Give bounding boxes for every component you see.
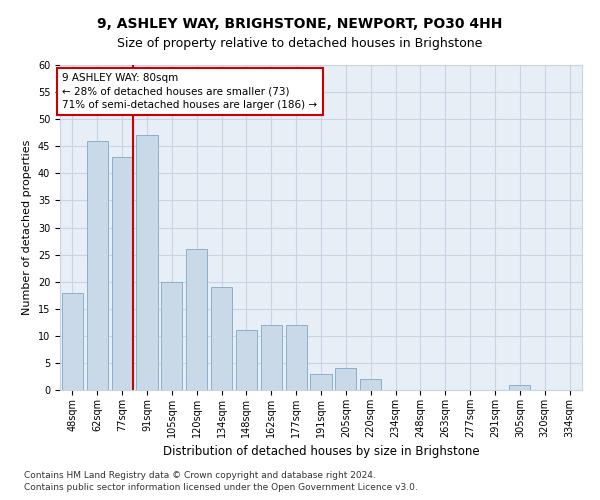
X-axis label: Distribution of detached houses by size in Brighstone: Distribution of detached houses by size … — [163, 446, 479, 458]
Bar — [286, 325, 307, 390]
Bar — [261, 325, 282, 390]
Text: Contains public sector information licensed under the Open Government Licence v3: Contains public sector information licen… — [24, 484, 418, 492]
Bar — [161, 282, 182, 390]
Text: 9 ASHLEY WAY: 80sqm
← 28% of detached houses are smaller (73)
71% of semi-detach: 9 ASHLEY WAY: 80sqm ← 28% of detached ho… — [62, 73, 317, 110]
Bar — [136, 136, 158, 390]
Bar — [112, 157, 133, 390]
Y-axis label: Number of detached properties: Number of detached properties — [22, 140, 32, 315]
Bar — [310, 374, 332, 390]
Bar — [236, 330, 257, 390]
Text: Contains HM Land Registry data © Crown copyright and database right 2024.: Contains HM Land Registry data © Crown c… — [24, 471, 376, 480]
Bar — [62, 292, 83, 390]
Bar — [211, 287, 232, 390]
Bar — [87, 141, 108, 390]
Bar — [509, 384, 530, 390]
Bar — [186, 249, 207, 390]
Bar — [360, 379, 381, 390]
Bar — [335, 368, 356, 390]
Text: Size of property relative to detached houses in Brighstone: Size of property relative to detached ho… — [118, 38, 482, 51]
Text: 9, ASHLEY WAY, BRIGHSTONE, NEWPORT, PO30 4HH: 9, ASHLEY WAY, BRIGHSTONE, NEWPORT, PO30… — [97, 18, 503, 32]
